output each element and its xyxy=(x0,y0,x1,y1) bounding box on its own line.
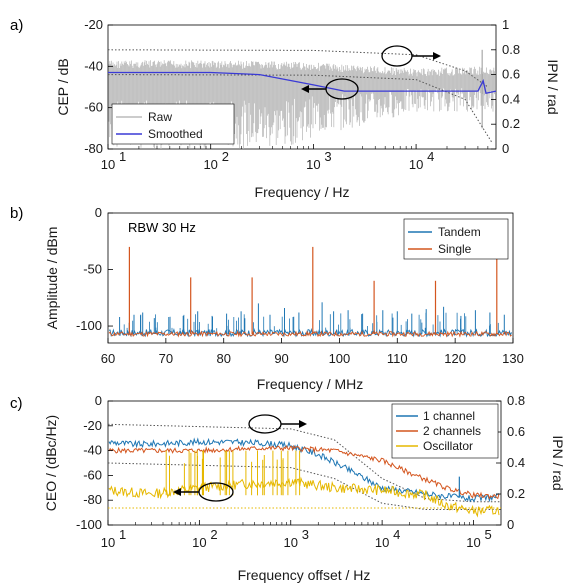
y2-tick-label: 0 xyxy=(507,517,514,532)
y-tick-label: -80 xyxy=(83,492,102,507)
panel-c-label: c) xyxy=(10,395,23,412)
y-tick-label: 0 xyxy=(95,393,102,408)
panel-c-x-ticks: 10 1 10 2 10 3 10 4 10 5 xyxy=(101,520,492,550)
x-tick-exponent: 5 xyxy=(484,527,491,542)
left-arrowhead-icon xyxy=(301,85,309,93)
panel-a-y2-ticks: 0 0.2 0.4 0.6 0.8 1 xyxy=(491,17,520,156)
rbw-annotation: RBW 30 Hz xyxy=(128,220,196,235)
x-tick-label: 10 xyxy=(284,535,298,550)
left-arrowhead-icon xyxy=(173,488,181,496)
x-tick-label: 120 xyxy=(444,351,466,366)
panel-c-y-axis-label: CEO / (dBc/Hz) xyxy=(43,415,59,511)
x-tick-label: 10 xyxy=(375,535,389,550)
noise-floor-line xyxy=(108,330,512,338)
y2-tick-label: 0.8 xyxy=(507,393,525,408)
panel-b-x-axis-label: Frequency / MHz xyxy=(257,376,364,392)
tandem-series xyxy=(108,302,513,338)
x-tick-exponent: 2 xyxy=(222,149,229,164)
x-tick-label: 100 xyxy=(329,351,351,366)
y2-tick-label: 0.2 xyxy=(507,486,525,501)
panel-a-y-axis-label: CEP / dB xyxy=(55,58,71,115)
y2-tick-label: 0 xyxy=(502,141,509,156)
y-tick-label: -80 xyxy=(84,141,103,156)
panel-c-y2-axis-label: IPN / rad xyxy=(550,435,566,490)
panel-b: b) RBW 30 Hz 60 70 80 90 100 110 120 130 -100 -5… xyxy=(10,205,524,392)
x-tick-label: 130 xyxy=(502,351,524,366)
panel-a-x-ticks: 10 1 10 2 10 3 10 4 xyxy=(101,144,489,172)
x-tick-label: 10 xyxy=(409,157,423,172)
panel-b-legend xyxy=(403,218,509,260)
panel-a-y2-axis-label: IPN / rad xyxy=(545,59,561,114)
oscillator-spikes xyxy=(165,450,460,498)
legend-1-channel-label: 1 channel xyxy=(423,409,475,423)
legend-raw-label: Raw xyxy=(148,110,172,124)
panel-c-y-ticks: -100 -80 -60 -40 -20 0 xyxy=(76,393,113,532)
y2-tick-label: 0.2 xyxy=(502,116,520,131)
smoothed-series-line xyxy=(108,71,497,94)
legend-smoothed-label: Smoothed xyxy=(148,127,203,141)
y-tick-label: -100 xyxy=(76,517,102,532)
x-tick-exponent: 3 xyxy=(324,149,331,164)
y2-tick-label: 0.6 xyxy=(502,67,520,82)
panel-b-y-ticks: -100 -50 0 xyxy=(76,205,113,333)
panel-c-x-axis-label: Frequency offset / Hz xyxy=(238,567,371,583)
legend-single-label: Single xyxy=(438,242,472,256)
y-tick-label: -60 xyxy=(83,467,102,482)
legend-2-channels-label: 2 channels xyxy=(423,424,481,438)
panel-b-y-axis-label: Amplitude / dBm xyxy=(44,227,60,330)
y2-tick-label: 0.4 xyxy=(507,455,525,470)
y2-tick-label: 0.8 xyxy=(502,42,520,57)
x-tick-exponent: 4 xyxy=(427,149,434,164)
x-tick-label: 90 xyxy=(274,351,288,366)
y-tick-label: -60 xyxy=(84,100,103,115)
two-channels-series-line xyxy=(108,444,500,500)
x-tick-label: 10 xyxy=(306,157,320,172)
x-tick-exponent: 1 xyxy=(119,149,126,164)
panel-b-label: b) xyxy=(10,205,23,222)
x-tick-label: 10 xyxy=(466,535,480,550)
x-tick-exponent: 1 xyxy=(119,527,126,542)
y-tick-label: -40 xyxy=(83,443,102,458)
panel-c: c) 10 1 10 2 10 3 10 4 10 5 -100 -80 -60 -40 -20 0 0 0.… xyxy=(10,393,566,583)
right-arrowhead-icon xyxy=(433,52,441,60)
right-arrowhead-icon xyxy=(299,420,307,428)
ipn-curve-dotted-2 xyxy=(107,74,493,144)
y-tick-label: -20 xyxy=(84,17,103,32)
y2-tick-label: 1 xyxy=(502,17,509,32)
panel-a-y-ticks: -80 -60 -40 -20 xyxy=(84,17,113,156)
x-tick-label: 80 xyxy=(216,351,230,366)
x-tick-label: 10 xyxy=(101,535,115,550)
panel-b-x-ticks: 60 70 80 90 100 110 120 130 xyxy=(101,338,524,366)
y2-tick-label: 0.4 xyxy=(502,91,520,106)
legend-oscillator-label: Oscillator xyxy=(423,439,473,453)
x-tick-label: 110 xyxy=(387,351,408,366)
x-tick-exponent: 3 xyxy=(302,527,309,542)
x-tick-label: 10 xyxy=(203,157,217,172)
panel-a-x-axis-label: Frequency / Hz xyxy=(255,184,350,200)
x-tick-label: 60 xyxy=(101,351,115,366)
x-tick-label: 10 xyxy=(192,535,206,550)
panel-a-label: a) xyxy=(10,17,23,34)
y-tick-label: -100 xyxy=(76,318,102,333)
y-tick-label: -40 xyxy=(84,58,103,73)
y-tick-label: -50 xyxy=(83,262,102,277)
ipn-curve-dotted xyxy=(107,49,489,88)
single-series xyxy=(108,246,512,338)
x-tick-exponent: 2 xyxy=(210,527,217,542)
x-tick-label: 70 xyxy=(159,351,173,366)
noise-floor-line xyxy=(108,327,513,338)
panel-c-y2-ticks: 0 0.2 0.4 0.6 0.8 xyxy=(496,393,525,532)
y-tick-label: -20 xyxy=(83,418,102,433)
x-tick-exponent: 4 xyxy=(393,527,400,542)
x-tick-label: 10 xyxy=(101,157,115,172)
oscillator-series-line xyxy=(108,476,500,518)
legend-tandem-label: Tandem xyxy=(438,225,481,239)
y-tick-label: 0 xyxy=(95,205,102,220)
y2-tick-label: 0.6 xyxy=(507,424,525,439)
panel-a-legend xyxy=(111,103,235,145)
